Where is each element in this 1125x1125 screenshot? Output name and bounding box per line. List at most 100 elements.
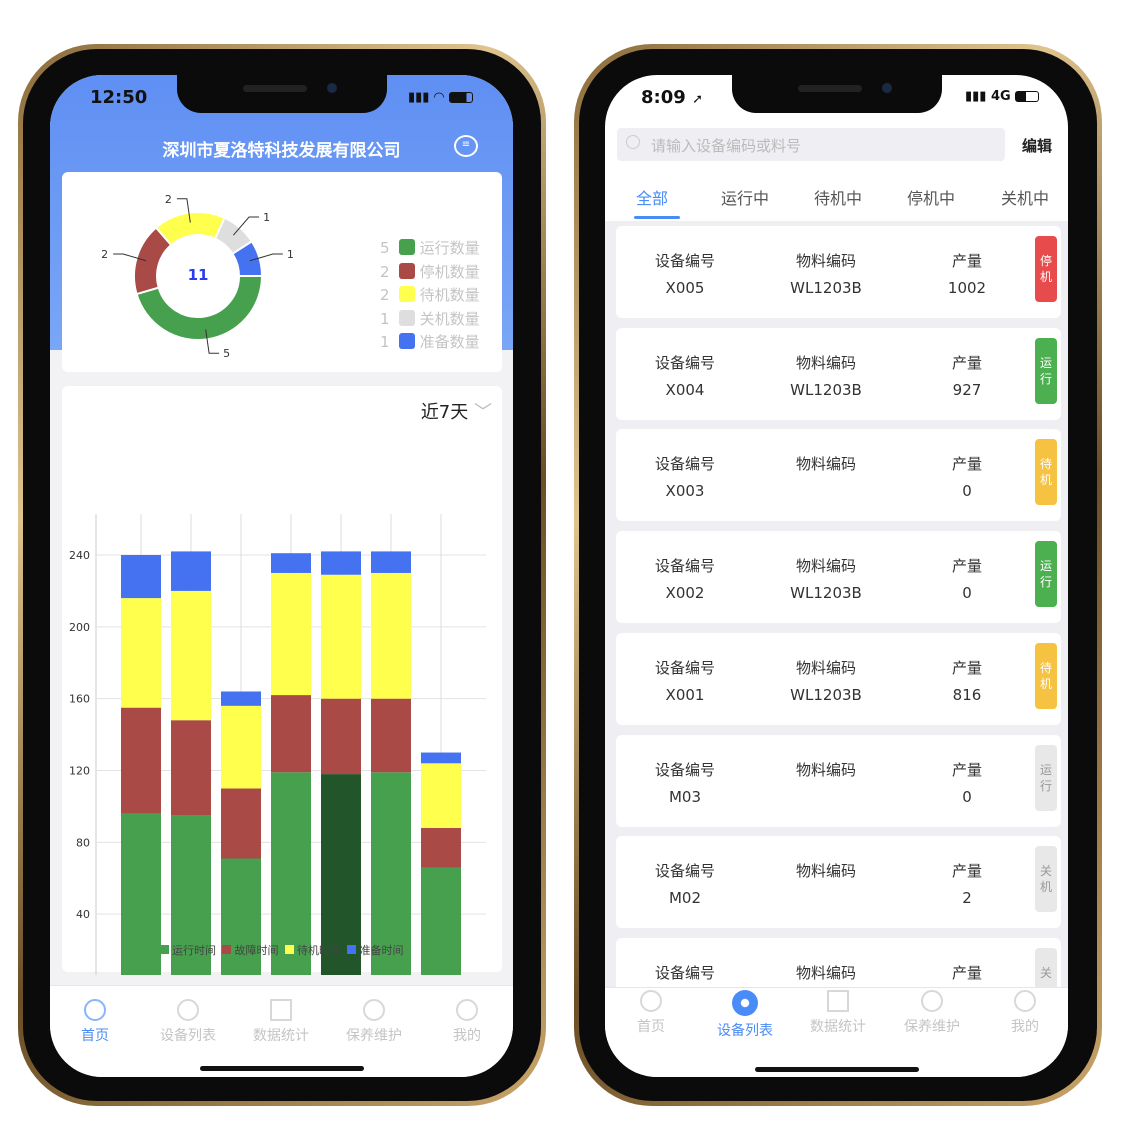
device-list-item[interactable]: 设备编号 X004 物料编码 WL1203B 产量 927 运行 — [616, 327, 1061, 420]
legend-item: 5 运行数量 — [380, 237, 480, 261]
column-label: 产量 — [951, 557, 982, 576]
bar-segment[interactable] — [371, 698, 411, 773]
legend-count: 2 — [380, 262, 390, 281]
bar-legend-item[interactable]: 待机时间 — [284, 944, 341, 957]
legend-swatch — [159, 945, 169, 954]
lightbulb-icon — [84, 999, 106, 1021]
tab-label: 保养维护 — [904, 1019, 960, 1035]
donut-label-line — [176, 198, 191, 223]
item-column: 产量 816 — [907, 657, 1027, 704]
tab-1[interactable]: 设备列表 — [143, 999, 233, 1045]
donut-label-line — [249, 253, 283, 262]
column-label: 物料编码 — [795, 658, 856, 677]
donut-value-label: 1 — [287, 248, 294, 261]
bar-segment[interactable] — [271, 772, 311, 975]
filter-tab[interactable]: 全部 — [635, 189, 668, 208]
bar-segment[interactable] — [171, 720, 211, 816]
bar-segment[interactable] — [421, 867, 461, 975]
bar-segment[interactable] — [321, 551, 361, 575]
tab-label: 首页 — [81, 1028, 109, 1044]
bar-segment[interactable] — [221, 705, 261, 789]
status-icons: ▮▮▮ ◠ — [408, 90, 473, 105]
donut-total: 11 — [187, 266, 209, 284]
bar-segment[interactable] — [121, 598, 161, 708]
device-list-item[interactable]: 设备编号 M02 物料编码 产量 2 关机 — [616, 836, 1061, 929]
bar-legend-item[interactable]: 故障时间 — [222, 944, 279, 957]
filter-tab[interactable]: 运行中 — [720, 189, 769, 208]
bar-segment[interactable] — [371, 551, 411, 573]
device-list-item[interactable]: 设备编号 X005 物料编码 WL1203B 产量 1002 停机 — [616, 226, 1061, 318]
legend-count: 5 — [380, 239, 390, 257]
status-badge: 关 — [1035, 947, 1057, 991]
legend-label: 待机时间 — [297, 944, 341, 957]
active-tab-underline — [634, 216, 680, 219]
device-list-item[interactable]: 设备编号 物料编码 产量 关 — [616, 937, 1061, 991]
device-list-item[interactable]: 设备编号 X003 物料编码 产量 0 待机 — [616, 429, 1061, 522]
bar-segment[interactable] — [421, 752, 461, 764]
tab-0[interactable]: 首页 — [606, 990, 696, 1036]
item-column: 设备编号 X005 — [625, 250, 745, 297]
column-label: 物料编码 — [795, 760, 856, 779]
tab-1[interactable]: 设备列表 — [700, 990, 790, 1040]
legend-item: 1 关机数量 — [380, 308, 480, 332]
stacked-bar-chart: 040801201602002403/283/293/303/314/14/24… — [69, 514, 486, 975]
bar-chart-legend: 运行时间 故障时间 待机时间 准备时间 — [50, 942, 513, 958]
bar-segment[interactable] — [271, 572, 311, 696]
bar-segment[interactable] — [421, 763, 461, 828]
donut-segment — [135, 275, 264, 341]
device-list-item[interactable]: 设备编号 M03 物料编码 产量 0 运行 — [616, 734, 1061, 827]
bar-segment[interactable] — [221, 691, 261, 706]
bar-segment[interactable] — [171, 815, 211, 975]
user-icon — [456, 999, 478, 1021]
tab-0[interactable]: 首页 — [50, 999, 140, 1045]
filter-tab[interactable]: 停机中 — [906, 189, 955, 208]
column-label: 设备编号 — [654, 353, 715, 372]
tab-label: 保养维护 — [346, 1028, 402, 1044]
tab-2[interactable]: 数据统计 — [236, 999, 326, 1045]
home-indicator — [199, 1066, 364, 1071]
legend-label: 故障时间 — [234, 944, 279, 957]
bar-segment[interactable] — [221, 788, 261, 859]
bar-segment[interactable] — [321, 574, 361, 699]
column-label: 设备编号 — [654, 252, 715, 270]
column-label: 设备编号 — [654, 455, 715, 474]
device-list-item[interactable]: 设备编号 X002 物料编码 WL1203B 产量 0 运行 — [616, 531, 1061, 624]
bar-segment[interactable] — [121, 555, 161, 599]
bar-segment[interactable] — [171, 551, 211, 591]
bar-segment[interactable] — [321, 698, 361, 775]
legend-swatch — [347, 945, 356, 954]
tab-4[interactable]: 我的 — [980, 990, 1068, 1036]
column-label: 产量 — [951, 963, 982, 982]
tab-3[interactable]: 保养维护 — [887, 990, 977, 1036]
filter-tab[interactable]: 关机中 — [1000, 189, 1049, 208]
bar-segment[interactable] — [271, 553, 311, 573]
chevron-down-icon: ﹀ — [474, 402, 492, 423]
column-value: 2 — [962, 889, 972, 908]
bar-legend-item[interactable]: 运行时间 — [159, 944, 216, 957]
y-tick-label: 160 — [69, 693, 90, 706]
range-select[interactable]: 近7天 ﹀ — [421, 398, 492, 424]
bar-segment[interactable] — [121, 707, 161, 814]
bar-segment[interactable] — [421, 827, 461, 868]
bar-segment[interactable] — [371, 772, 411, 975]
item-column: 设备编号 X003 — [625, 453, 745, 500]
bar-legend-item[interactable]: 准备时间 — [347, 944, 404, 957]
bar-segment[interactable] — [221, 858, 261, 975]
chat-bubble-icon[interactable]: ≡ — [454, 135, 478, 157]
bar-segment[interactable] — [321, 774, 361, 975]
device-list-item[interactable]: 设备编号 X001 物料编码 WL1203B 产量 816 待机 — [616, 632, 1061, 725]
bar-segment[interactable] — [271, 695, 311, 773]
legend-item: 2 待机数量 — [380, 284, 480, 308]
bar-segment[interactable] — [171, 590, 211, 721]
item-column: 物料编码 WL1203B — [766, 250, 886, 297]
bar-segment[interactable] — [121, 813, 161, 975]
bar-segment[interactable] — [371, 572, 411, 699]
tab-4[interactable]: 我的 — [422, 999, 512, 1045]
edit-button[interactable]: 编辑 — [1022, 137, 1053, 155]
filter-tab[interactable]: 待机中 — [813, 189, 862, 208]
tab-3[interactable]: 保养维护 — [329, 999, 419, 1045]
tab-2[interactable]: 数据统计 — [793, 990, 883, 1036]
column-value: 927 — [952, 380, 982, 399]
search-input[interactable]: 请输入设备编码或料号 — [617, 128, 1005, 161]
